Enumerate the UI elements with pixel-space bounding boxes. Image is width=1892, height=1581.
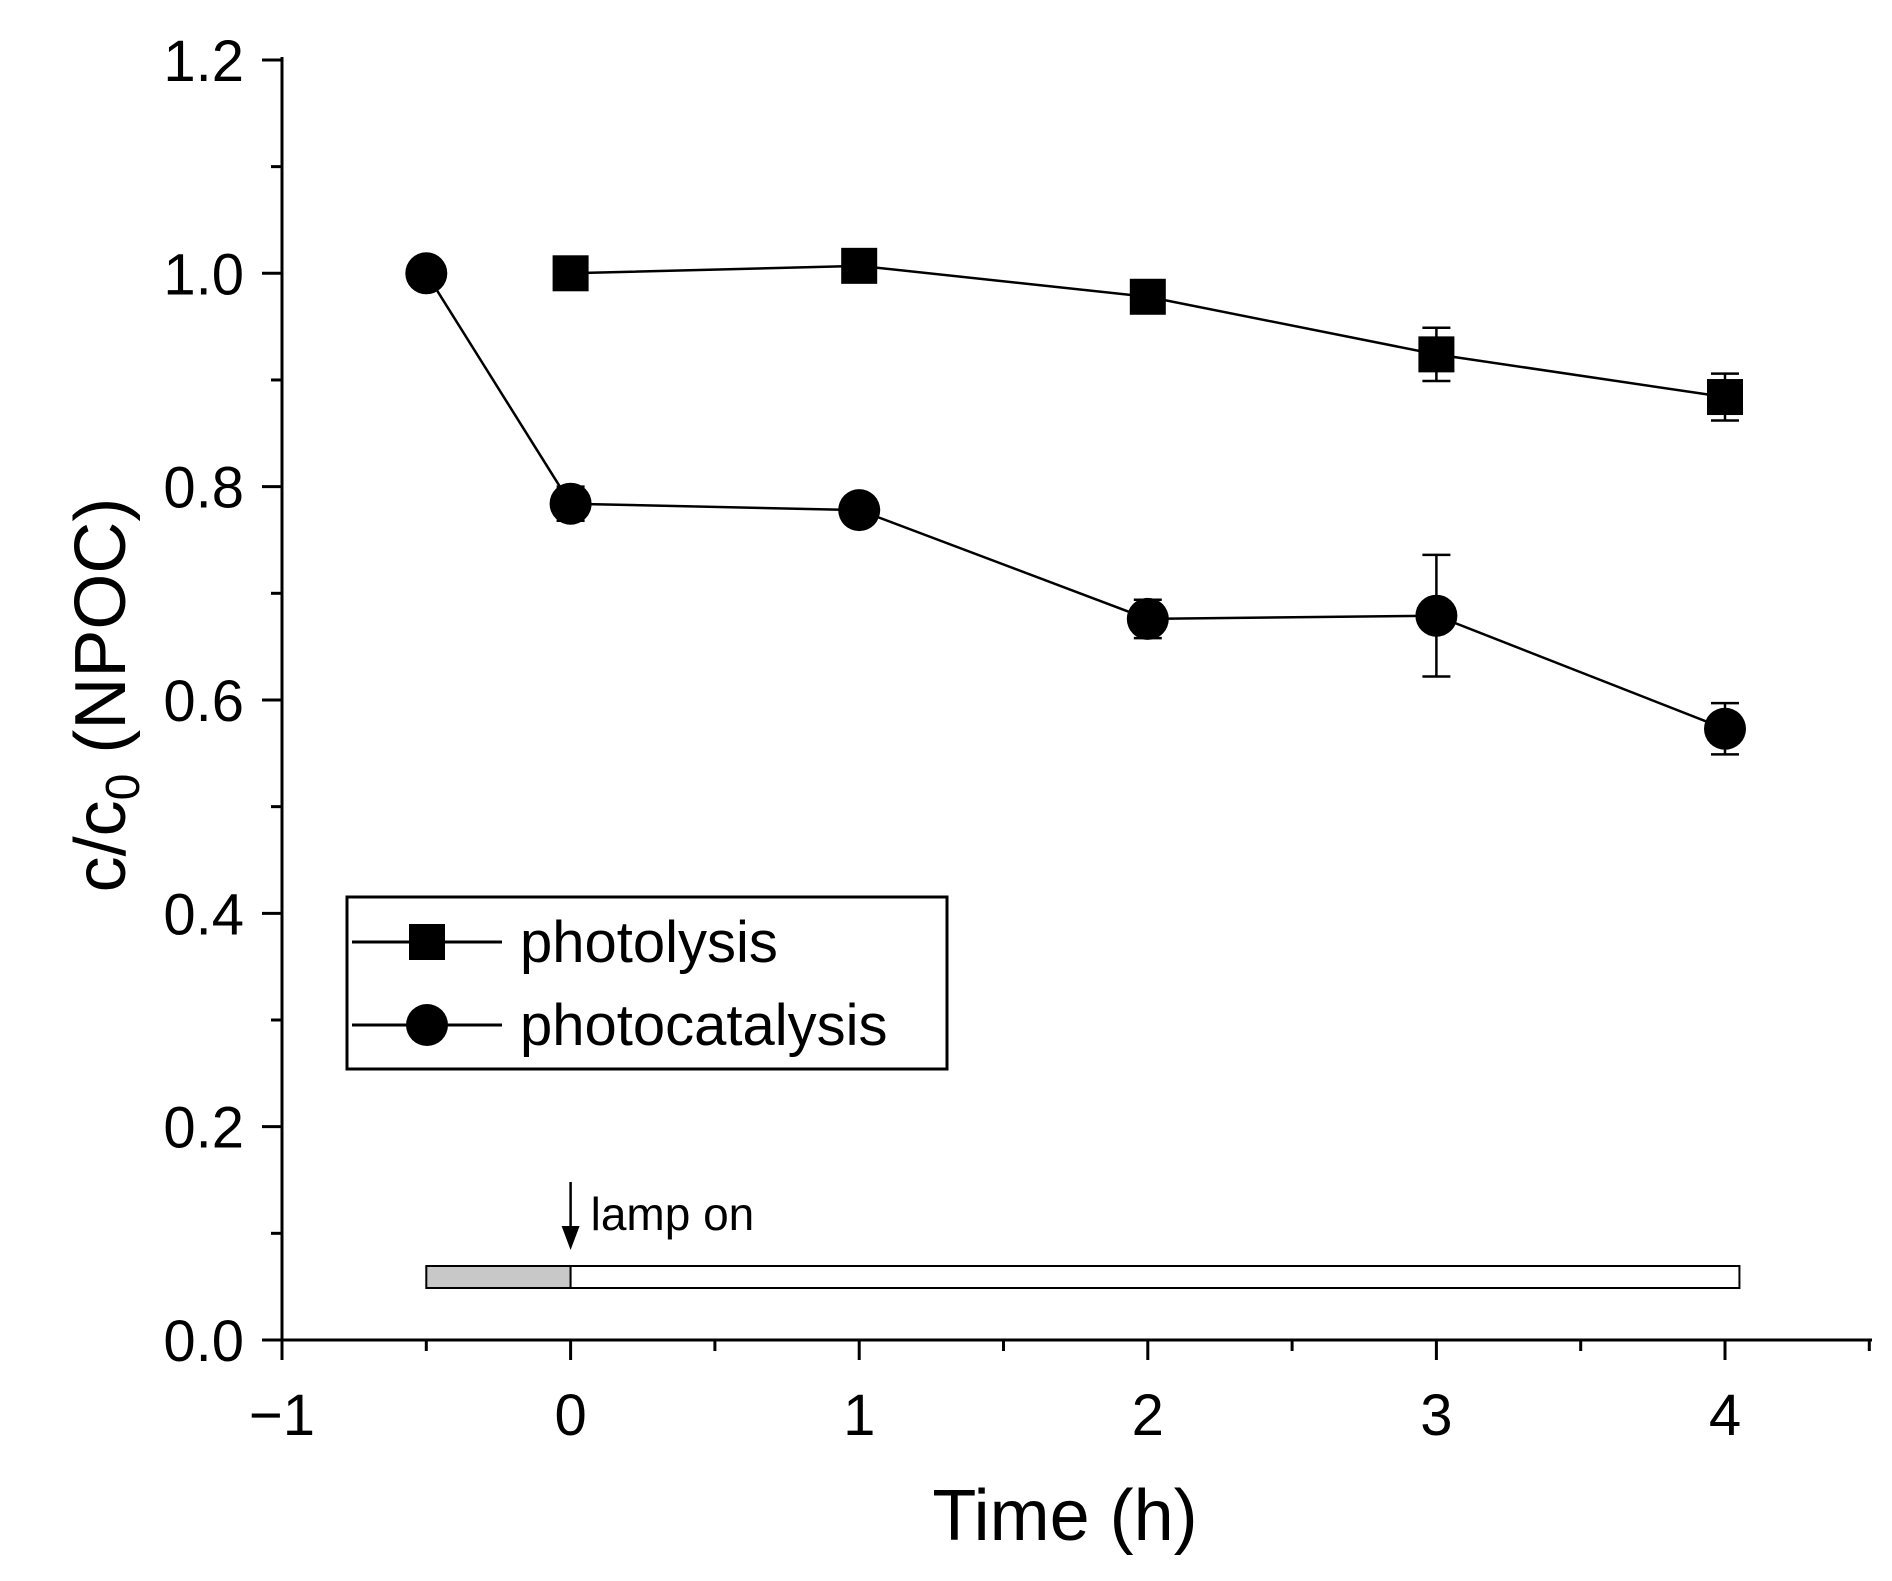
- data-point-photocatalysis: [405, 252, 448, 295]
- data-point-photolysis: [1418, 336, 1455, 373]
- y-tick-label: 1.2: [163, 29, 244, 94]
- lamp-on-label: lamp on: [591, 1188, 755, 1240]
- period-bar: lamp on: [425, 1182, 1741, 1289]
- data-point-photocatalysis: [1704, 707, 1746, 750]
- y-axis-title: c/c0 (NPOC): [61, 498, 150, 893]
- data-point-photocatalysis: [1415, 594, 1458, 637]
- axes: −1 0 1 2 3 4 0.0 0.2 0.4 0.6 0.8 1.0 1.2: [163, 29, 1872, 1448]
- y-axis-title-tail: (NPOC): [61, 498, 141, 774]
- legend-label-photolysis: photolysis: [520, 910, 778, 975]
- y-tick-label: 1.0: [163, 242, 244, 307]
- y-tick-label: 0.8: [163, 456, 244, 521]
- legend-label-photocatalysis: photocatalysis: [520, 993, 888, 1058]
- lamp-arrow-head: [561, 1226, 580, 1250]
- dark-period-segment: [425, 1265, 572, 1289]
- legend-box: [345, 895, 949, 1071]
- x-tick-label: 1: [843, 1383, 875, 1448]
- x-axis-title: Time (h): [932, 1476, 1197, 1556]
- data-point-photolysis: [1707, 379, 1743, 416]
- legend-marker-photolysis: [409, 924, 445, 960]
- y-tick-label: 0.2: [163, 1096, 244, 1161]
- series-line-photocatalysis: [425, 272, 1726, 730]
- data-point-photocatalysis: [1126, 597, 1169, 640]
- data-point-photolysis: [841, 247, 878, 284]
- y-tick-label: 0.6: [163, 669, 244, 734]
- y-tick-label: 0.0: [163, 1309, 244, 1374]
- x-tick-label: 3: [1420, 1383, 1452, 1448]
- y-tick-label: 0.4: [163, 882, 244, 947]
- series-photocatalysis: [405, 252, 1746, 756]
- data-point-photolysis: [1129, 278, 1166, 315]
- x-tick-label: 2: [1132, 1383, 1164, 1448]
- legend: photolysis photocatalysis: [345, 895, 949, 1071]
- x-tick-label: −1: [249, 1383, 315, 1448]
- data-point-photocatalysis: [838, 489, 881, 532]
- x-tick-label: 0: [554, 1383, 586, 1448]
- data-point-photolysis: [552, 255, 589, 292]
- y-axis-title-sub: 0: [97, 774, 150, 801]
- data-point-photocatalysis: [549, 482, 592, 525]
- light-period-segment: [569, 1265, 1741, 1289]
- series-photolysis: [552, 247, 1743, 422]
- plot-area: [405, 247, 1746, 756]
- x-tick-label: 4: [1709, 1383, 1741, 1448]
- legend-marker-photocatalysis: [406, 1004, 448, 1046]
- y-axis-title-main: c/c: [61, 800, 141, 892]
